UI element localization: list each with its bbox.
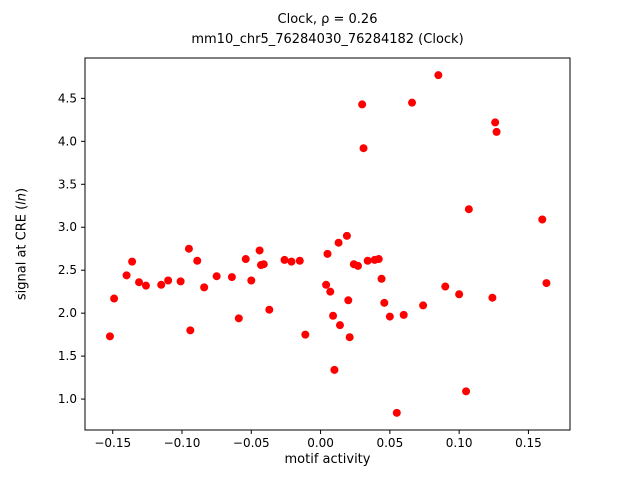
data-point (157, 280, 166, 289)
data-point (212, 272, 221, 281)
data-point (441, 282, 450, 291)
data-point (335, 321, 344, 330)
y-tick-label: 1.5 (58, 349, 77, 363)
data-point (135, 278, 144, 287)
data-point (342, 231, 351, 240)
chart-title-block: Clock, ρ = 0.26 mm10_chr5_76284030_76284… (85, 10, 570, 50)
y-tick-label: 4.0 (58, 134, 77, 148)
y-tick-label: 2.0 (58, 306, 77, 320)
data-point (234, 314, 243, 323)
x-tick-label: 0.05 (376, 436, 403, 450)
x-tick-label: −0.15 (94, 436, 131, 450)
data-point (186, 326, 195, 335)
data-point (363, 256, 372, 265)
data-point (455, 290, 464, 299)
data-point (287, 257, 296, 266)
data-point (408, 98, 417, 107)
y-tick-label: 3.0 (58, 220, 77, 234)
x-tick-label: −0.10 (164, 436, 201, 450)
chart-title: Clock, ρ = 0.26 (277, 12, 378, 27)
y-tick-label: 2.5 (58, 263, 77, 277)
data-point (385, 312, 394, 321)
data-point (358, 100, 367, 109)
x-tick-label: −0.05 (233, 436, 270, 450)
data-point (419, 301, 428, 310)
x-axis-label: motif activity (284, 452, 371, 467)
data-point (322, 280, 331, 289)
data-point (359, 144, 368, 153)
data-point (542, 279, 551, 288)
data-point (380, 298, 389, 307)
data-point (128, 257, 137, 266)
data-point (344, 296, 353, 305)
data-point (280, 255, 289, 264)
data-point (255, 246, 264, 255)
data-point (323, 249, 332, 258)
data-point (334, 238, 343, 247)
data-point (399, 310, 408, 319)
data-point (492, 127, 501, 136)
data-point (434, 71, 443, 80)
data-point (259, 260, 268, 269)
data-point (301, 330, 310, 339)
data-point (193, 256, 202, 265)
y-tick-label: 1.0 (58, 392, 77, 406)
data-point (464, 205, 473, 214)
data-point (462, 387, 471, 396)
data-point (330, 365, 339, 374)
x-tick-label: 0.00 (307, 436, 334, 450)
data-point (227, 273, 236, 282)
data-point (141, 281, 150, 290)
data-point (374, 255, 383, 264)
data-point (265, 305, 274, 314)
data-point (377, 274, 386, 283)
data-point (538, 215, 547, 224)
x-tick-label: 0.10 (446, 436, 473, 450)
data-point (122, 271, 131, 280)
data-point (105, 332, 114, 341)
data-point (491, 118, 500, 127)
chart-subtitle: mm10_chr5_76284030_76284182 (Clock) (191, 32, 464, 48)
data-point (295, 256, 304, 265)
data-point (176, 277, 185, 286)
data-point (200, 283, 209, 292)
plot-frame (84, 57, 571, 431)
data-point (353, 261, 362, 270)
data-point (326, 287, 335, 296)
data-point (247, 276, 256, 285)
data-point (241, 255, 250, 264)
data-point (164, 276, 173, 285)
y-axis-label: signal at CRE (ln) (14, 187, 30, 301)
data-point (392, 408, 401, 417)
x-tick-label: 0.15 (515, 436, 542, 450)
data-point (329, 311, 338, 320)
y-tick-label: 4.5 (58, 91, 77, 105)
data-point (488, 293, 497, 302)
y-tick-label: 3.5 (58, 177, 77, 191)
data-point (110, 294, 119, 303)
data-point (184, 244, 193, 253)
data-point (345, 333, 354, 342)
